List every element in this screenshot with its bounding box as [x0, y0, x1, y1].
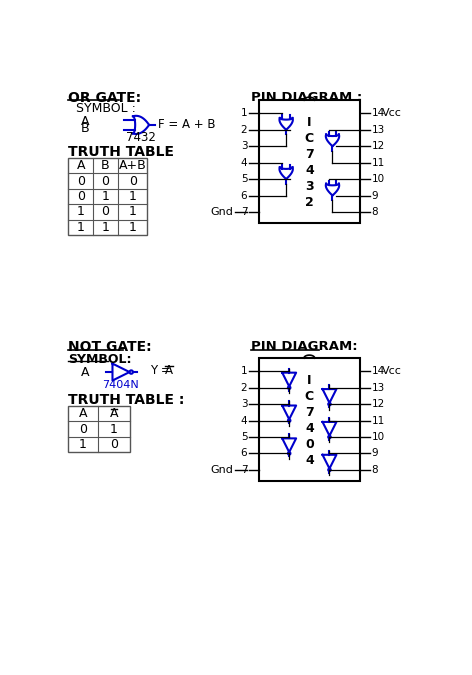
Text: 9: 9 [371, 448, 378, 458]
Text: SYMBOL :: SYMBOL : [76, 102, 136, 115]
Text: 2: 2 [305, 196, 314, 209]
Text: 12: 12 [371, 141, 385, 151]
Text: 7: 7 [305, 148, 314, 161]
Text: B: B [81, 122, 89, 135]
Text: Y =: Y = [151, 364, 175, 377]
Text: A: A [76, 159, 85, 172]
Text: 2: 2 [241, 383, 247, 393]
Text: NOT GATE:: NOT GATE: [68, 340, 152, 354]
Text: 10: 10 [371, 174, 385, 184]
Text: 0: 0 [101, 175, 110, 188]
Text: 0: 0 [76, 175, 84, 188]
Text: Gnd: Gnd [211, 465, 233, 475]
Text: 11: 11 [371, 416, 385, 426]
Text: 4: 4 [241, 158, 247, 167]
Text: 1: 1 [241, 367, 247, 377]
Text: 0: 0 [79, 423, 87, 435]
Text: TRUTH TABLE: TRUTH TABLE [68, 145, 174, 159]
Text: B: B [101, 159, 110, 172]
Text: 0: 0 [110, 438, 118, 451]
Text: 4: 4 [305, 422, 314, 435]
Text: 1: 1 [129, 221, 136, 234]
Text: A+B: A+B [119, 159, 146, 172]
Text: 3: 3 [305, 180, 313, 193]
Text: 1: 1 [101, 221, 110, 234]
Text: 11: 11 [371, 158, 385, 167]
Text: 0: 0 [76, 190, 84, 203]
Text: PIN DIAGRAM:: PIN DIAGRAM: [251, 340, 358, 354]
Text: 4: 4 [241, 416, 247, 426]
Text: 13: 13 [371, 125, 385, 135]
Bar [68, 158, 147, 235]
Text: Vcc: Vcc [382, 367, 402, 377]
Text: 14: 14 [371, 109, 385, 118]
Text: 3: 3 [241, 399, 247, 409]
Text: 13: 13 [371, 383, 385, 393]
Text: 1: 1 [79, 438, 87, 451]
Text: A: A [79, 407, 87, 420]
Text: 4: 4 [305, 164, 314, 177]
Bar [68, 406, 130, 452]
Text: TRUTH TABLE :: TRUTH TABLE : [68, 393, 185, 407]
Text: 7: 7 [241, 207, 247, 217]
Text: Vcc: Vcc [382, 109, 402, 118]
Text: 7404N: 7404N [101, 380, 138, 390]
Text: SYMBOL:: SYMBOL: [68, 353, 132, 366]
Text: 5: 5 [241, 432, 247, 442]
Text: 1: 1 [110, 423, 118, 435]
Text: 7: 7 [241, 465, 247, 475]
Text: 14: 14 [371, 367, 385, 377]
Text: 2: 2 [241, 125, 247, 135]
Text: A: A [81, 366, 89, 379]
Text: I: I [307, 374, 312, 387]
Bar [259, 358, 360, 481]
Text: 1: 1 [129, 190, 136, 203]
Text: A: A [165, 364, 173, 377]
Text: F = A + B: F = A + B [158, 117, 216, 131]
Text: 12: 12 [371, 399, 385, 409]
Text: 4: 4 [305, 454, 314, 467]
Text: 1: 1 [129, 205, 136, 219]
Text: 6: 6 [241, 448, 247, 458]
Text: A: A [81, 115, 89, 128]
Text: 9: 9 [371, 190, 378, 200]
Text: 1: 1 [77, 221, 84, 234]
Text: I: I [307, 116, 312, 129]
Text: 6: 6 [241, 190, 247, 200]
Text: 1: 1 [241, 109, 247, 118]
Text: A: A [110, 407, 118, 420]
Text: Gnd: Gnd [211, 207, 233, 217]
Bar [259, 101, 360, 223]
Text: 0: 0 [129, 175, 136, 188]
Text: 8: 8 [371, 207, 378, 217]
Text: 0: 0 [101, 205, 110, 219]
Text: 5: 5 [241, 174, 247, 184]
Text: 7: 7 [305, 406, 314, 419]
Text: 8: 8 [371, 465, 378, 475]
Text: 10: 10 [371, 432, 385, 442]
Text: 3: 3 [241, 141, 247, 151]
Text: 1: 1 [77, 205, 84, 219]
Text: 0: 0 [305, 438, 314, 451]
Text: C: C [305, 132, 314, 145]
Text: 1: 1 [101, 190, 110, 203]
Text: C: C [305, 390, 314, 403]
Text: OR GATE:: OR GATE: [68, 91, 142, 105]
Text: 7432: 7432 [126, 132, 156, 144]
Text: PIN DIAGRAM :: PIN DIAGRAM : [251, 91, 362, 104]
